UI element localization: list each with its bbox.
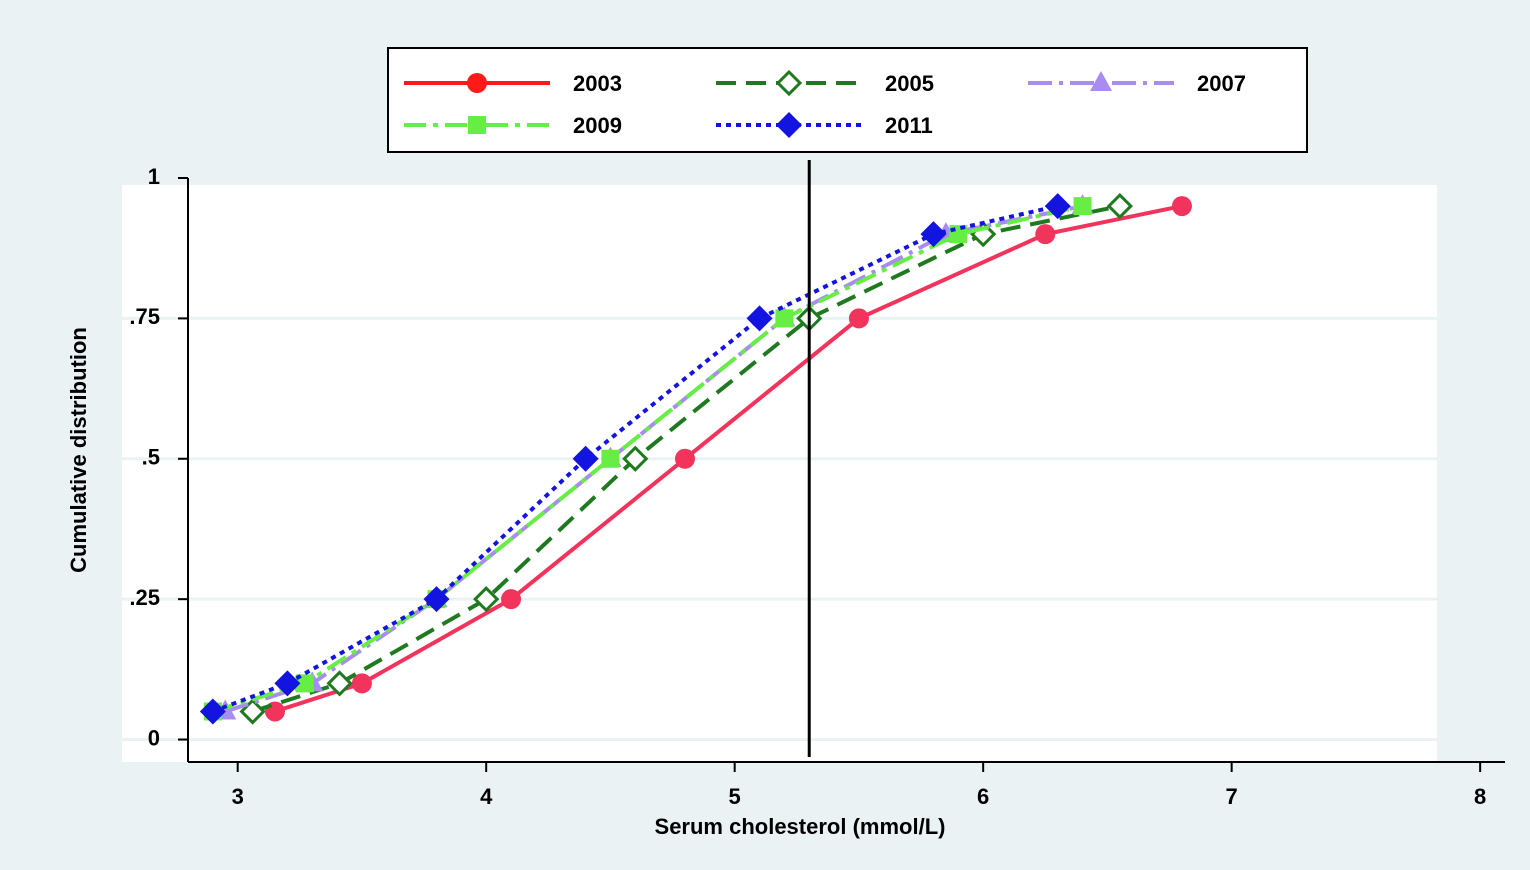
y-tick-label: 0 — [148, 725, 160, 750]
data-point — [920, 221, 947, 248]
legend-marker — [775, 69, 803, 97]
legend-label: 2005 — [885, 71, 934, 96]
legend-marker — [467, 73, 487, 93]
data-point — [775, 309, 794, 328]
x-tick-label: 6 — [977, 784, 989, 809]
data-point — [295, 674, 314, 693]
data-point — [473, 586, 500, 613]
data-point — [622, 445, 649, 472]
plot-area — [122, 185, 1437, 762]
y-tick-label: .5 — [142, 445, 160, 470]
x-tick-label: 3 — [232, 784, 244, 809]
x-tick-label: 7 — [1226, 784, 1238, 809]
legend-marker — [776, 112, 802, 138]
y-tick-label: .25 — [129, 585, 160, 610]
legend-marker — [1090, 71, 1112, 91]
data-point — [199, 698, 226, 725]
data-point — [848, 308, 869, 329]
data-point — [1073, 197, 1092, 216]
legend-label: 2007 — [1197, 71, 1246, 96]
x-tick-label: 4 — [480, 784, 493, 809]
data-point — [572, 445, 599, 472]
data-point — [501, 589, 522, 610]
data-point — [601, 449, 620, 468]
legend-marker — [468, 116, 486, 134]
data-point — [1044, 193, 1071, 220]
legend-box — [387, 47, 1308, 153]
y-tick-label: 1 — [148, 164, 160, 189]
legend-label: 2009 — [573, 113, 622, 138]
x-tick-label: 5 — [729, 784, 741, 809]
data-point — [746, 305, 773, 332]
data-point — [351, 673, 372, 694]
data-point — [1106, 192, 1133, 220]
data-point — [1171, 196, 1192, 217]
y-tick-label: .75 — [129, 304, 160, 329]
data-point — [1035, 224, 1056, 245]
data-point — [423, 586, 450, 613]
data-point — [674, 448, 695, 469]
legend-label: 2011 — [885, 113, 933, 138]
data-point — [326, 670, 353, 697]
x-axis-title: Serum cholesterol (mmol/L) — [655, 814, 946, 839]
x-tick-label: 8 — [1474, 784, 1486, 809]
y-axis-title: Cumulative distribution — [66, 327, 91, 573]
legend-label: 2003 — [573, 71, 622, 96]
data-point — [274, 670, 301, 697]
